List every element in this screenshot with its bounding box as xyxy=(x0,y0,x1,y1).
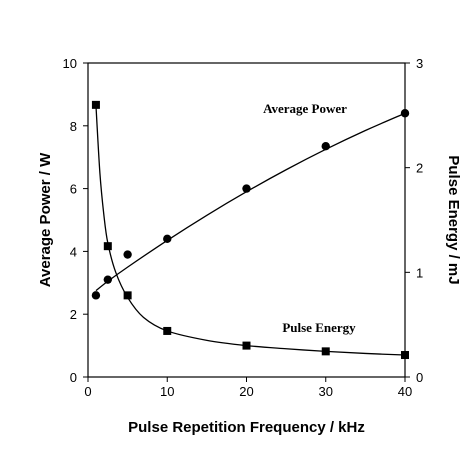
fit-lines-group xyxy=(95,104,406,356)
average-power-point xyxy=(242,184,251,193)
pulse-energy-point xyxy=(321,347,330,356)
pulse-energy-point xyxy=(401,351,409,360)
right-y-tick-label: 3 xyxy=(416,56,423,71)
axes-group: 0 10 20 30 40 0 2 4 6 8 10 0 1 2 3 xyxy=(63,56,424,399)
x-tick-label: 20 xyxy=(239,384,253,399)
labels-group: Pulse Repetition Frequency / kHz Average… xyxy=(37,101,462,436)
average-power-point xyxy=(163,234,172,244)
left-y-tick-label: 6 xyxy=(70,182,77,197)
average-power-point xyxy=(321,142,330,151)
average-power-point xyxy=(103,275,113,284)
markers-group xyxy=(91,100,410,360)
pulse-energy-point xyxy=(123,291,132,300)
right-y-axis-title: Pulse Energy / mJ xyxy=(445,155,462,284)
x-axis-title: Pulse Repetition Frequency / kHz xyxy=(128,419,365,436)
left-y-tick-label: 10 xyxy=(63,56,77,71)
plot-frame xyxy=(87,62,406,378)
left-y-axis-title: Average Power / W xyxy=(37,152,54,287)
pulse-energy-point xyxy=(103,242,112,251)
x-tick-label: 0 xyxy=(84,384,91,399)
pulse-energy-annotation: Pulse Energy xyxy=(282,320,356,335)
average-power-point xyxy=(91,291,101,300)
x-tick-label: 30 xyxy=(319,384,333,399)
x-tick-label: 40 xyxy=(398,384,412,399)
pulse-energy-point xyxy=(163,326,172,335)
pulse-energy-point xyxy=(91,100,100,109)
left-y-tick-label: 0 xyxy=(70,370,77,385)
average-power-annotation: Average Power xyxy=(263,101,347,116)
average-power-point xyxy=(123,250,132,259)
left-y-tick-label: 2 xyxy=(70,307,77,322)
average-power-fit-line xyxy=(95,112,406,292)
left-y-tick-label: 4 xyxy=(70,244,77,259)
pulse-energy-fit-line xyxy=(95,104,406,356)
pulse-energy-point xyxy=(242,341,251,350)
average-power-point xyxy=(400,109,410,118)
left-y-tick-label: 8 xyxy=(70,119,77,134)
x-tick-label: 10 xyxy=(160,384,174,399)
right-y-tick-label: 0 xyxy=(416,370,423,385)
right-y-tick-label: 2 xyxy=(416,161,423,176)
right-y-tick-label: 1 xyxy=(416,265,423,280)
